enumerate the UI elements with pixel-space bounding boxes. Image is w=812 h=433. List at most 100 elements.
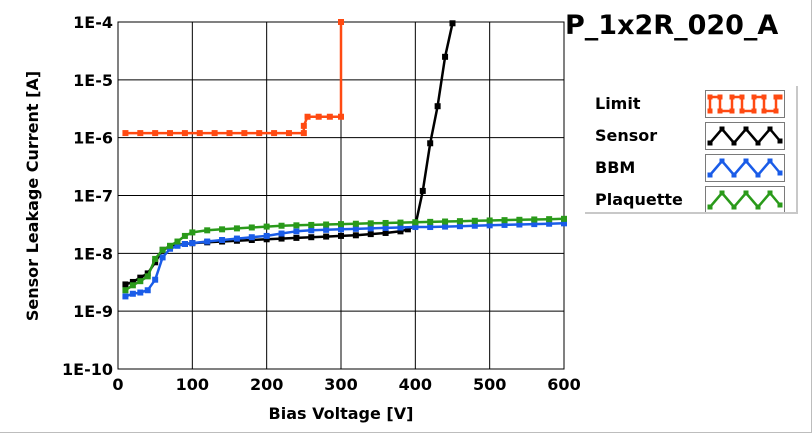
data-point-bbm — [219, 237, 226, 244]
data-point-bbm — [278, 230, 285, 237]
legend: Limit Sensor BBM Plaquette — [585, 86, 798, 214]
data-point-bbm — [174, 242, 181, 249]
swatch-marker — [777, 138, 783, 144]
data-point-limit — [181, 130, 188, 137]
swatch-marker — [707, 140, 713, 146]
y-tick-labels: 1E-10 1E-9 1E-8 1E-7 1E-6 1E-5 1E-4 — [62, 13, 113, 379]
data-point-limit — [338, 19, 344, 25]
legend-label: Sensor — [595, 126, 658, 145]
data-point-limit — [300, 130, 307, 137]
swatch-marker — [743, 126, 749, 132]
data-point-sensor — [323, 233, 330, 240]
data-point-bbm — [293, 228, 300, 235]
data-point-sensor — [404, 226, 411, 233]
data-point-bbm — [189, 240, 196, 247]
data-point-plaquette — [152, 255, 159, 262]
data-point-limit — [152, 130, 159, 137]
y-tick-label: 1E-4 — [73, 13, 113, 32]
data-point-sensor — [293, 234, 300, 241]
data-point-bbm — [248, 234, 255, 241]
data-point-bbm — [561, 220, 567, 227]
data-point-sensor — [338, 232, 344, 239]
swatch-marker — [719, 158, 725, 164]
data-point-sensor — [427, 140, 434, 147]
data-point-bbm — [546, 220, 553, 227]
data-point-plaquette — [442, 218, 449, 225]
data-point-limit — [271, 130, 278, 137]
swatch-marker — [761, 108, 767, 114]
data-point-sensor — [308, 234, 315, 241]
data-point-sensor — [419, 187, 426, 194]
data-point-plaquette — [561, 215, 567, 222]
data-point-bbm — [323, 226, 330, 233]
data-point-sensor — [263, 236, 270, 243]
bbm-swatch-icon — [705, 154, 785, 182]
legend-item-plaquette: Plaquette — [585, 184, 798, 216]
data-point-plaquette — [427, 218, 434, 225]
data-point-bbm — [204, 238, 211, 245]
data-point-plaquette — [122, 287, 129, 294]
sensor-swatch-icon — [705, 122, 785, 150]
data-point-plaquette — [471, 217, 478, 224]
data-point-limit — [137, 130, 144, 137]
y-tick-label: 1E-5 — [73, 71, 113, 90]
swatch-marker — [755, 204, 761, 210]
data-point-bbm — [442, 223, 449, 230]
legend-label: Plaquette — [595, 190, 683, 209]
data-point-bbm — [501, 221, 508, 228]
data-point-plaquette — [248, 224, 255, 231]
data-point-sensor — [367, 231, 374, 238]
x-tick-label: 500 — [473, 375, 506, 394]
data-point-plaquette — [144, 273, 151, 280]
data-point-plaquette — [352, 220, 359, 227]
chart-title: P_1x2R_020_A — [565, 10, 778, 41]
plaquette-swatch-icon — [705, 186, 785, 214]
swatch-marker — [707, 108, 713, 114]
data-point-bbm — [471, 222, 478, 229]
data-point-bbm — [137, 289, 144, 296]
legend-label: Limit — [595, 94, 641, 113]
data-point-plaquette — [397, 219, 404, 226]
x-axis-label: Bias Voltage [V] — [269, 404, 414, 423]
data-point-plaquette — [456, 218, 463, 225]
series-bbm — [122, 220, 567, 300]
swatch-marker — [777, 170, 783, 176]
swatch-marker — [731, 140, 737, 146]
swatch-marker — [707, 172, 713, 178]
data-point-sensor — [352, 232, 359, 239]
data-point-sensor — [129, 278, 136, 285]
data-point-plaquette — [189, 229, 196, 236]
swatch-marker — [773, 94, 779, 100]
data-point-plaquette — [486, 217, 493, 224]
data-point-bbm — [397, 224, 404, 231]
data-point-plaquette — [382, 219, 389, 226]
swatch-marker — [751, 94, 757, 100]
data-point-plaquette — [219, 226, 226, 233]
x-tick-label: 300 — [324, 375, 357, 394]
swatch-marker — [755, 140, 761, 146]
x-tick-label: 200 — [250, 375, 283, 394]
data-point-limit — [122, 130, 129, 137]
data-point-bbm — [412, 224, 419, 231]
data-point-limit — [315, 113, 322, 120]
data-point-plaquette — [338, 221, 344, 228]
series-limit — [122, 19, 344, 137]
x-tick-label: 0 — [112, 375, 123, 394]
data-point-limit — [241, 130, 248, 137]
swatch-marker — [719, 190, 725, 196]
data-point-plaquette — [137, 278, 144, 285]
data-point-plaquette — [278, 222, 285, 229]
swatch-marker — [743, 190, 749, 196]
swatch-marker — [717, 108, 723, 114]
legend-item-limit: Limit — [585, 88, 798, 120]
legend-item-sensor: Sensor — [585, 120, 798, 152]
data-point-plaquette — [546, 216, 553, 223]
limit-swatch-icon — [705, 90, 785, 118]
swatch-marker — [767, 190, 773, 196]
data-point-sensor — [278, 235, 285, 242]
data-point-plaquette — [501, 217, 508, 224]
x-tick-label: 600 — [547, 375, 580, 394]
data-point-bbm — [159, 254, 166, 261]
